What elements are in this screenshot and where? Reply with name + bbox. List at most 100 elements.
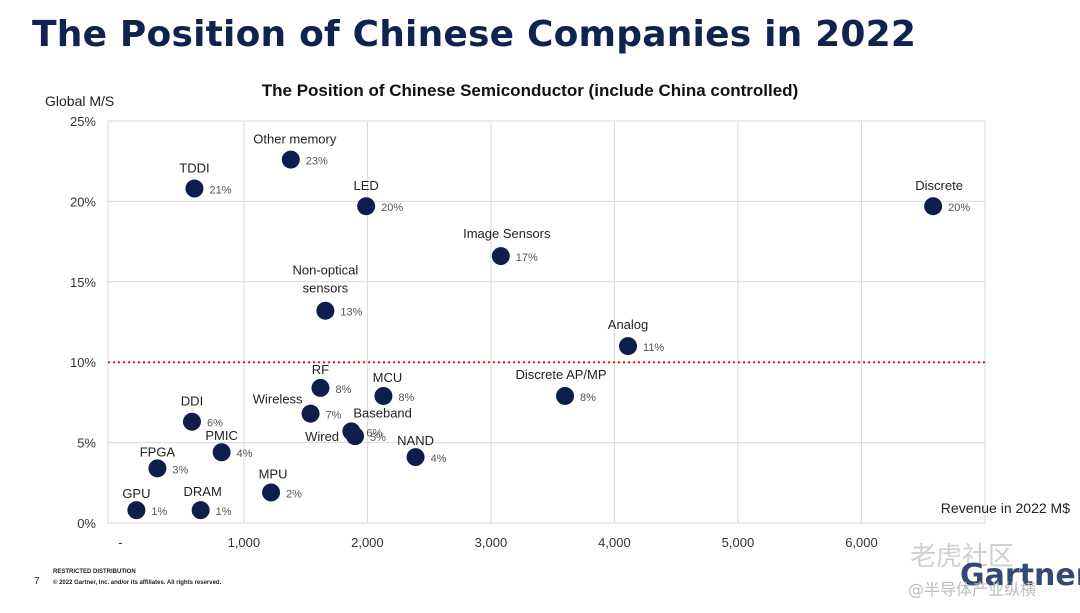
point-marker (301, 404, 320, 423)
data-point-mcu: 8% MCU (373, 370, 415, 405)
data-point-wired: 5% Wired (305, 427, 386, 446)
point-marker (556, 386, 575, 405)
plot-frame (107, 120, 986, 524)
x-tick-label: 2,000 (351, 535, 384, 550)
data-point-tddi: 21%TDDI (179, 161, 232, 198)
data-point-other-memory: 23% Other memory (253, 132, 337, 169)
data-point-image-sensors: 17% Image Sensors (463, 226, 551, 266)
point-value-label: 2% (286, 488, 302, 500)
point-name-label: MCU (373, 370, 403, 385)
point-value-label: 8% (335, 384, 351, 396)
point-name-label: PMIC (205, 428, 238, 443)
point-value-label: 4% (237, 448, 253, 460)
point-value-label: 3% (172, 464, 188, 476)
data-point-discrete: 20% Discrete (915, 178, 970, 216)
x-tick-label: 4,000 (598, 535, 631, 550)
y-axis-label: Global M/S (45, 93, 114, 109)
point-name-label: LED (354, 178, 379, 193)
point-marker (491, 247, 510, 266)
point-marker (311, 378, 330, 397)
point-value-label: 17% (516, 252, 538, 264)
axis-ticks: 0% 5% 10% 15% 20% 25% - 1,000 2,000 3,000 4,000 5,0… (70, 114, 878, 550)
point-marker (148, 459, 167, 478)
data-point-pmic: 4% PMIC (205, 428, 253, 462)
point-marker (182, 412, 201, 431)
y-tick-label: 20% (70, 194, 96, 209)
data-point-nand: 4% NAND (397, 433, 447, 467)
data-point-led: 20%LED (354, 178, 403, 216)
point-value-label: 8% (398, 392, 414, 404)
x-tick-label: 1,000 (228, 535, 261, 550)
y-tick-label: 25% (70, 114, 96, 129)
data-point-non-optical-sensors: 13% Non-optical sensors (293, 263, 363, 320)
page-title: The Position of Chinese Companies in 202… (32, 14, 917, 55)
y-tick-label: 0% (77, 516, 96, 531)
point-marker (374, 386, 393, 405)
point-name-label: Image Sensors (463, 226, 551, 241)
watermark-account: @半导体产业纵横 (908, 580, 1037, 599)
point-name-label: DRAM (184, 484, 222, 499)
restricted-distribution-note: RESTRICTED DISTRIBUTION (53, 569, 136, 575)
point-marker (316, 301, 335, 320)
point-name-label: MPU (259, 466, 288, 481)
point-name-label: Discrete (915, 178, 963, 193)
point-name-label: NAND (397, 433, 434, 448)
data-point-wireless: 7% Wireless (253, 392, 342, 423)
point-marker (924, 197, 943, 216)
point-value-label: 5% (370, 432, 386, 444)
x-tick-label: - (118, 535, 122, 550)
x-tick-label: 5,000 (722, 535, 755, 550)
gartner-logo: Gartner (960, 558, 1080, 593)
point-marker (346, 427, 365, 446)
point-name-label: Wired (305, 429, 339, 444)
point-value-label: 1% (151, 506, 167, 518)
point-value-label: 7% (326, 410, 342, 422)
point-name-label: Analog (608, 317, 648, 332)
point-marker (281, 150, 300, 169)
data-point-fpga: 3% FPGA (140, 444, 189, 478)
point-value-label: 13% (340, 307, 362, 319)
point-marker (619, 337, 638, 356)
point-name-label: TDDI (179, 161, 209, 176)
chart-title: The Position of Chinese Semiconductor (i… (261, 81, 799, 100)
point-value-label: 1% (216, 506, 232, 518)
x-tick-label: 6,000 (845, 535, 878, 550)
data-point-ddi: 6% DDI (181, 394, 223, 431)
point-name-label: Wireless (253, 392, 303, 407)
watermark-community: 老虎社区 (910, 542, 1015, 572)
copyright-note: © 2022 Gartner, Inc. and/or its affiliat… (53, 580, 222, 586)
data-point-mpu: 2% MPU (259, 466, 302, 502)
point-name-label: FPGA (140, 444, 176, 459)
data-point-gpu: 1%GPU (122, 486, 168, 520)
point-marker (212, 443, 231, 462)
point-value-label: 6% (366, 427, 382, 439)
x-axis-label: Revenue in 2022 M$ (941, 500, 1070, 516)
point-value-label: 6% (207, 418, 223, 430)
point-marker (262, 483, 281, 502)
point-marker (406, 448, 425, 467)
data-point-rf: 8% RF (311, 362, 352, 397)
x-tick-label: 3,000 (475, 535, 508, 550)
point-value-label: 11% (643, 342, 664, 354)
y-tick-label: 5% (77, 436, 96, 451)
y-tick-label: 10% (70, 355, 96, 370)
grid-lines (107, 120, 986, 524)
data-point-discrete-ap-mp: 8% Discrete AP/MP (516, 367, 607, 405)
data-points: 23%Other memory21%TDDI20%LED20%Discrete1… (122, 132, 970, 520)
point-marker (191, 501, 210, 520)
point-value-label: 4% (431, 453, 447, 465)
point-name-label: Baseband (353, 405, 412, 420)
point-value-label: 20% (948, 202, 970, 214)
point-value-label: 8% (580, 392, 596, 404)
data-point-dram: 1% DRAM (184, 484, 232, 520)
point-marker (127, 501, 146, 520)
point-name-label: GPU (122, 486, 150, 501)
y-tick-label: 15% (70, 275, 96, 290)
point-name-label: RF (312, 362, 329, 377)
point-value-label: 20% (381, 202, 403, 214)
point-value-label: 23% (306, 156, 328, 168)
point-name-label: DDI (181, 394, 203, 409)
point-marker (185, 179, 204, 198)
point-name-label: Discrete AP/MP (516, 367, 607, 382)
